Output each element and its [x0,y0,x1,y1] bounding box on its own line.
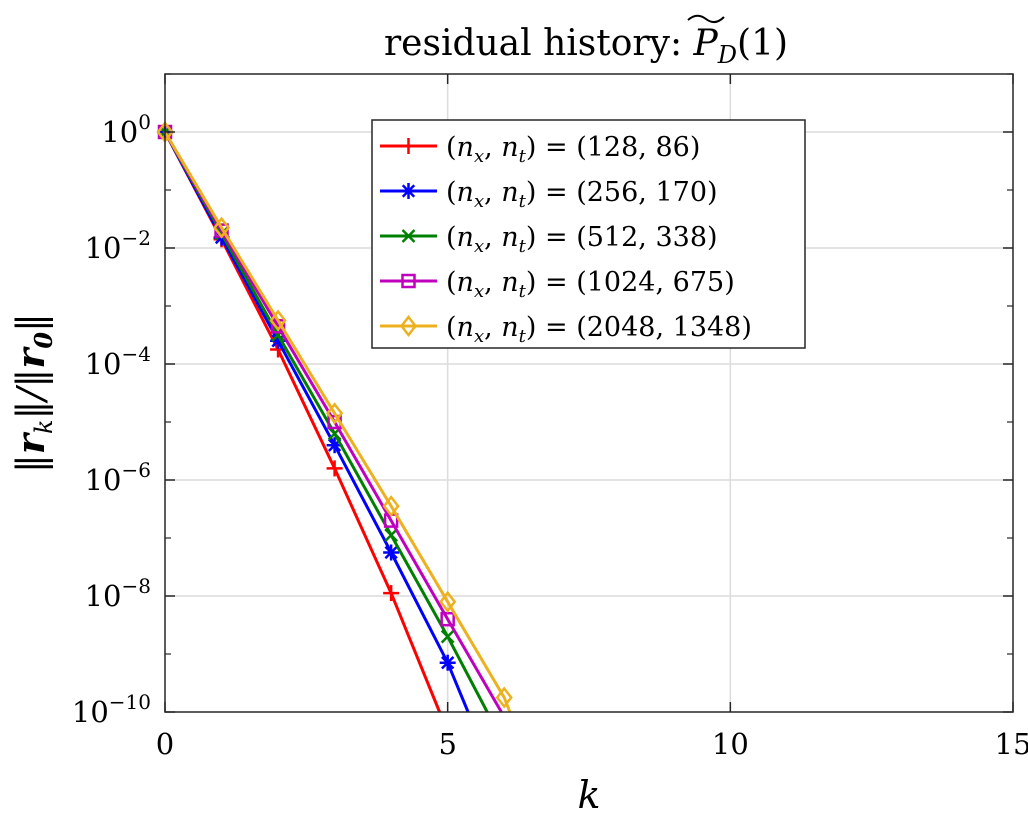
marker-stroke [440,611,455,627]
plot-frame [164,73,1014,713]
marker-stroke [382,495,400,518]
legend-marker [399,314,418,338]
marker-stroke [440,629,455,644]
x-axis-label: k [577,773,600,817]
data-point [495,686,513,709]
marker-stroke [271,334,285,348]
data-point [212,216,231,239]
series-2048 [156,120,513,713]
marker-stroke [384,545,398,560]
ticks: 0 5 10 15 100 10−2 10−4 10−6 10−8 10−10 [72,73,1028,761]
title-tilde [687,14,725,23]
marker-stroke [399,314,418,338]
marker-stroke [326,402,344,425]
chart-title: residual history: PD(1) [384,23,788,69]
x-tick-label: 0 [156,727,174,761]
data-point [439,654,456,671]
data-point [382,495,400,518]
data-point [384,528,399,542]
legend-marker [400,138,417,154]
legend-marker [401,229,416,243]
data-point [326,402,344,425]
marker-stroke [269,309,287,332]
x-tick-label: 5 [438,727,456,761]
data-point [383,585,400,602]
x-tick-label: 10 [712,727,749,761]
legend-box [371,119,806,349]
legend-entry: (nx, nt) = (2048, 1348) [380,312,752,347]
marker-stroke [401,184,416,198]
legend-marker [401,273,416,289]
data-point [440,629,455,644]
marker-stroke [401,273,416,289]
y-tick-label: 10−6 [85,458,151,497]
y-tick-label: 10−8 [85,574,151,613]
y-tick-label: 10−4 [85,342,151,381]
marker-stroke [401,229,416,243]
y-axis-label: ‖rk‖/‖r0‖ [8,313,58,473]
data-point [326,460,343,477]
legend-label: (nx, nt) = (2048, 1348) [446,312,752,347]
y-tick-label: 10−2 [85,226,151,265]
legend-entry: (nx, nt) = (1024, 675) [380,267,735,302]
series-line [163,131,512,713]
legend-entry: (nx, nt) = (128, 86) [380,132,700,167]
data-point [383,544,400,561]
marker-stroke [439,590,457,613]
legend-label: (nx, nt) = (128, 86) [446,132,700,167]
data-point [439,590,457,613]
marker-stroke [212,216,231,239]
y-tick-label: 100 [101,110,151,149]
legend: (nx, nt) = (128, 86) (nx, nt) = (256, 170… [371,119,806,349]
marker-stroke [384,528,399,542]
legend-label: (nx, nt) = (512, 338) [446,222,718,257]
data-point [440,611,455,627]
x-tick-label: 15 [995,727,1028,761]
legend-label: (nx, nt) = (256, 170) [446,177,718,212]
marker-stroke [441,656,455,670]
legend-marker [400,183,417,199]
data-point [269,309,287,332]
svg-text:‖rk‖/‖r0‖: ‖rk‖/‖r0‖ [8,313,58,473]
marker-stroke [495,686,513,709]
legend-entry: (nx, nt) = (512, 338) [380,222,718,257]
y-tick-label: 10−10 [72,690,151,729]
legend-label: (nx, nt) = (1024, 675) [446,267,735,302]
legend-entry: (nx, nt) = (256, 170) [380,177,718,212]
